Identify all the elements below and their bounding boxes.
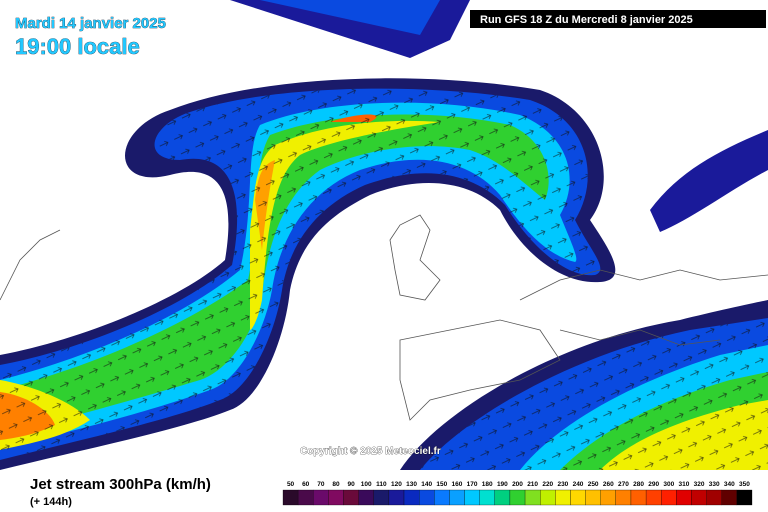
scale-label: 190 xyxy=(497,481,508,488)
scale-swatch xyxy=(343,489,359,506)
scale-swatch xyxy=(721,489,738,506)
scale-label: 330 xyxy=(709,481,720,488)
scale-swatch xyxy=(585,489,601,506)
scale-label: 320 xyxy=(694,481,705,488)
run-box xyxy=(470,10,766,28)
scale-swatch xyxy=(524,489,541,506)
scale-swatch xyxy=(645,489,662,506)
scale-swatch xyxy=(630,489,647,506)
scale-label: 160 xyxy=(452,481,463,488)
scale-swatch xyxy=(600,489,616,506)
scale-swatch xyxy=(282,489,299,506)
scale-label: 350 xyxy=(739,481,750,488)
scale-label: 130 xyxy=(406,481,417,488)
scale-label: 170 xyxy=(467,481,478,488)
scale-swatch xyxy=(691,489,707,506)
scale-swatch xyxy=(570,489,586,506)
scale-label: 50 xyxy=(287,481,295,488)
scale-label: 140 xyxy=(421,481,432,488)
scale-label: 300 xyxy=(663,481,674,488)
wind-arrows xyxy=(0,88,768,470)
scale-label: 260 xyxy=(603,481,614,488)
scale-swatch xyxy=(388,489,405,506)
scale-swatch xyxy=(509,489,526,506)
scale-swatch xyxy=(464,489,480,506)
scale-swatch xyxy=(676,489,692,506)
scale-label: 250 xyxy=(588,481,599,488)
scale-label: 340 xyxy=(724,481,735,488)
scale-label: 180 xyxy=(482,481,493,488)
scale-swatch xyxy=(706,489,722,506)
scale-swatch xyxy=(403,489,420,506)
copyright: Copyright © 2025 Meteociel.fr xyxy=(300,446,441,457)
scale-label: 100 xyxy=(361,481,372,488)
scale-label: 200 xyxy=(512,481,523,488)
scale-label: 310 xyxy=(678,481,689,488)
coastlines xyxy=(0,214,768,421)
scale-swatch xyxy=(555,489,571,506)
scale-label: 280 xyxy=(633,481,644,488)
scale-label: 220 xyxy=(542,481,553,488)
scale-label: 90 xyxy=(347,481,355,488)
scale-label: 240 xyxy=(573,481,584,488)
scale-swatch xyxy=(373,489,390,506)
scale-swatch xyxy=(434,489,450,506)
forecast-date: Mardi 14 janvier 2025 xyxy=(15,15,166,32)
scale-swatch xyxy=(449,489,465,506)
scale-label: 110 xyxy=(376,481,387,488)
run-info: Run GFS 18 Z du Mercredi 8 janvier 2025 xyxy=(480,14,693,26)
scale-swatch xyxy=(358,489,374,506)
scale-label: 270 xyxy=(618,481,629,488)
scale-label: 210 xyxy=(527,481,538,488)
scale-swatch xyxy=(313,489,329,506)
scale-swatch xyxy=(297,489,314,506)
scale-label: 60 xyxy=(302,481,310,488)
scale-label: 230 xyxy=(557,481,568,488)
scale-label: 290 xyxy=(648,481,659,488)
legend-title: Jet stream 300hPa (km/h) xyxy=(30,476,211,493)
scale-label: 120 xyxy=(391,481,402,488)
scale-swatch xyxy=(494,489,511,506)
scale-label: 70 xyxy=(317,481,325,488)
color-scale: 50 60 70 80 90 100 110 120 130 140 150 160 170 180 190… xyxy=(282,481,753,506)
scale-swatch xyxy=(328,489,344,506)
forecast-lead: (+ 144h) xyxy=(30,496,72,508)
scale-swatch xyxy=(615,489,632,506)
scale-swatch xyxy=(479,489,495,506)
scale-label: 150 xyxy=(436,481,447,488)
scale-swatch xyxy=(540,489,556,506)
scale-swatch xyxy=(736,489,753,506)
scale-swatch xyxy=(419,489,435,506)
forecast-time: 19:00 locale xyxy=(15,34,140,59)
scale-swatch xyxy=(661,489,677,506)
scale-label: 80 xyxy=(332,481,340,488)
